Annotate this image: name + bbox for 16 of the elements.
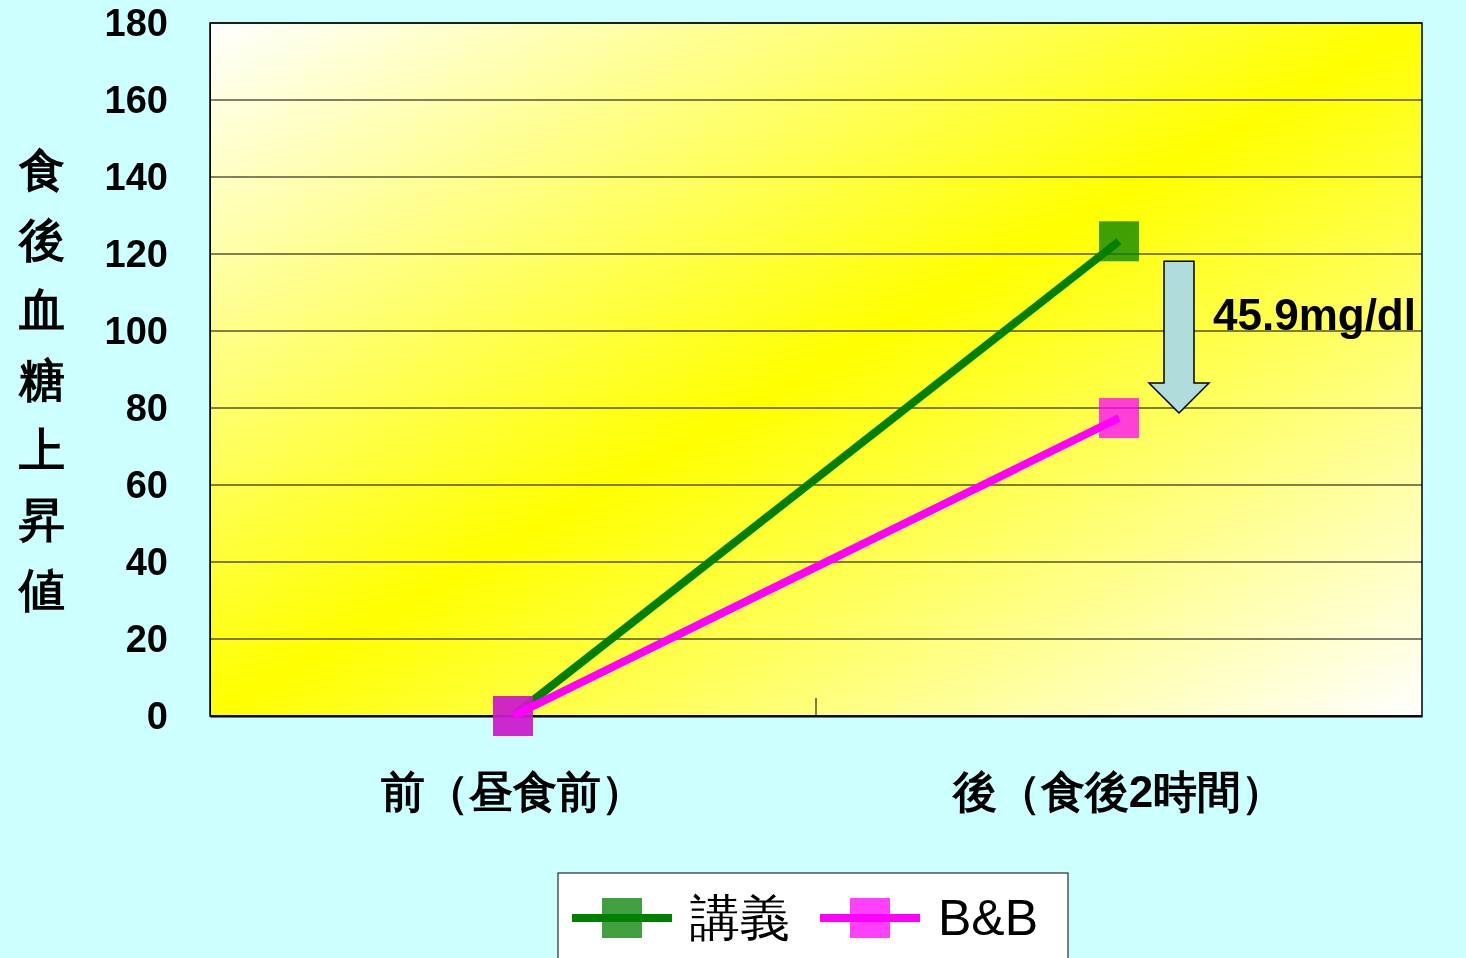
y-tick-label: 40 [125, 540, 168, 583]
y-axis-title: 食後血糖上昇値 [17, 143, 65, 617]
legend-label: B&B [938, 890, 1039, 946]
y-tick-label: 100 [104, 309, 168, 352]
y-tick-label: 60 [125, 463, 168, 506]
y-tick-label: 0 [146, 694, 168, 737]
legend-label: 講義 [690, 890, 790, 946]
y-tick-label: 20 [125, 617, 168, 660]
y-tick-label: 180 [104, 1, 168, 44]
annotation: 45.9mg/dl [1213, 289, 1416, 339]
y-tick-label: 160 [104, 78, 168, 121]
y-tick-label: 140 [104, 155, 168, 198]
y-tick-label: 80 [125, 386, 168, 429]
x-tick-label: 前（昼食前） [381, 767, 645, 817]
x-tick-label: 後（食後2時間） [950, 767, 1286, 817]
y-tick-label: 120 [104, 232, 168, 275]
